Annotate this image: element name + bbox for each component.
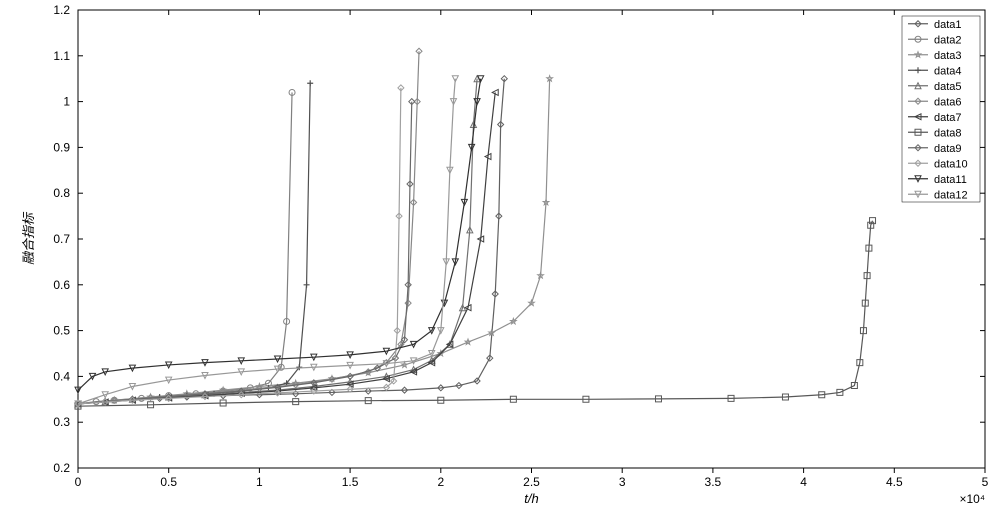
y-tick-label: 0.4 — [53, 369, 70, 383]
x-tick-label: 4.5 — [886, 475, 903, 489]
y-tick-label: 0.9 — [53, 140, 70, 154]
y-tick-label: 1 — [63, 95, 70, 109]
series-line — [78, 79, 481, 390]
series-data4 — [75, 80, 313, 407]
chart-svg: 0 0.5 1 1.5 2 2.5 3 3.5 4 4.5 5 0.2 0.3 0.4 0.5 0.6 0.7 0… — [0, 0, 1000, 509]
x-tick-label: 3.5 — [705, 475, 722, 489]
x-tick-label: 1.5 — [342, 475, 359, 489]
series-data10 — [75, 85, 404, 407]
legend-label: data4 — [934, 65, 962, 77]
series-line — [78, 92, 495, 403]
x-tick-label: 4 — [800, 475, 807, 489]
series-line — [78, 51, 419, 404]
legend-label: data9 — [934, 143, 962, 155]
series-data11 — [75, 76, 484, 393]
series-data7 — [75, 89, 498, 406]
x-tick-label: 1 — [256, 475, 263, 489]
y-tick-label: 0.5 — [53, 324, 70, 338]
legend-label: data11 — [934, 174, 967, 186]
series-line — [78, 79, 477, 404]
x-tick-label: 5 — [982, 475, 989, 489]
series-line — [78, 88, 401, 404]
y-tick-label: 0.7 — [53, 232, 70, 246]
x-tick-label: 2.5 — [523, 475, 540, 489]
series-line — [78, 79, 550, 404]
legend-label: data2 — [934, 34, 962, 46]
chart-container: 0 0.5 1 1.5 2 2.5 3 3.5 4 4.5 5 0.2 0.3 0.4 0.5 0.6 0.7 0… — [0, 0, 1000, 509]
x-tick-label: 3 — [619, 475, 626, 489]
x-tick-label: 0.5 — [160, 475, 177, 489]
x-tick-label: 0 — [75, 475, 82, 489]
y-tick-label: 1.1 — [53, 49, 70, 63]
y-tick-label: 0.8 — [53, 186, 70, 200]
legend-label: data10 — [934, 158, 968, 170]
legend-label: data5 — [934, 81, 962, 93]
legend-label: data1 — [934, 19, 962, 31]
y-tick-label: 1.2 — [53, 3, 70, 17]
series-line — [78, 92, 292, 403]
y-tick-label: 0.3 — [53, 415, 70, 429]
x-axis-label: t/h — [524, 491, 538, 506]
legend-label: data3 — [934, 50, 962, 62]
legend-label: data12 — [934, 189, 968, 201]
legend-label: data6 — [934, 96, 962, 108]
series-data5 — [75, 76, 480, 407]
x-tick-label: 2 — [437, 475, 444, 489]
x-exponent-label: ×10⁴ — [959, 492, 985, 506]
y-tick-label: 0.2 — [53, 461, 70, 475]
y-axis-label: 融合指标 — [21, 211, 36, 265]
series-line — [78, 221, 873, 406]
legend-label: data7 — [934, 112, 962, 124]
y-tick-label: 0.6 — [53, 278, 70, 292]
series-line — [78, 102, 412, 404]
legend-label: data8 — [934, 127, 962, 139]
